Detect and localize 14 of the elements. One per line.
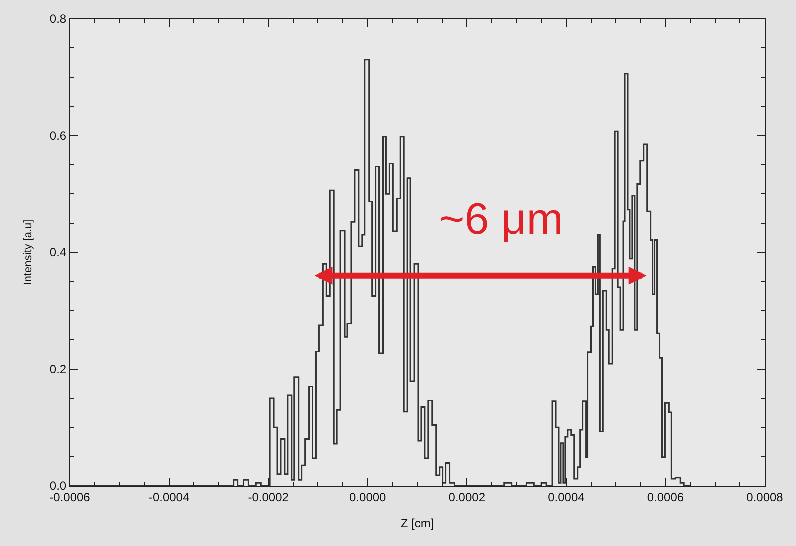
annotation: ~6 μm (439, 195, 564, 244)
y-tick-label: 0.4 (50, 246, 67, 260)
x-tick-label: 0.0004 (548, 490, 586, 504)
x-tick-label: 0.0006 (647, 490, 684, 504)
x-tick-label: -0.0004 (148, 490, 190, 504)
x-axis-title: Z [cm] (400, 516, 434, 530)
y-tick-label: 0.2 (50, 362, 67, 376)
x-tick-label: -0.0002 (248, 490, 290, 504)
y-tick-label: 0.6 (50, 128, 67, 143)
x-tick-label: 0.0000 (350, 490, 387, 504)
x-tick-label: 0.0002 (448, 490, 486, 504)
x-tick-label: 0.0008 (746, 490, 784, 504)
y-tick-label: 0.8 (50, 12, 67, 26)
y-axis-title: Intensity [a.u] (22, 220, 35, 286)
